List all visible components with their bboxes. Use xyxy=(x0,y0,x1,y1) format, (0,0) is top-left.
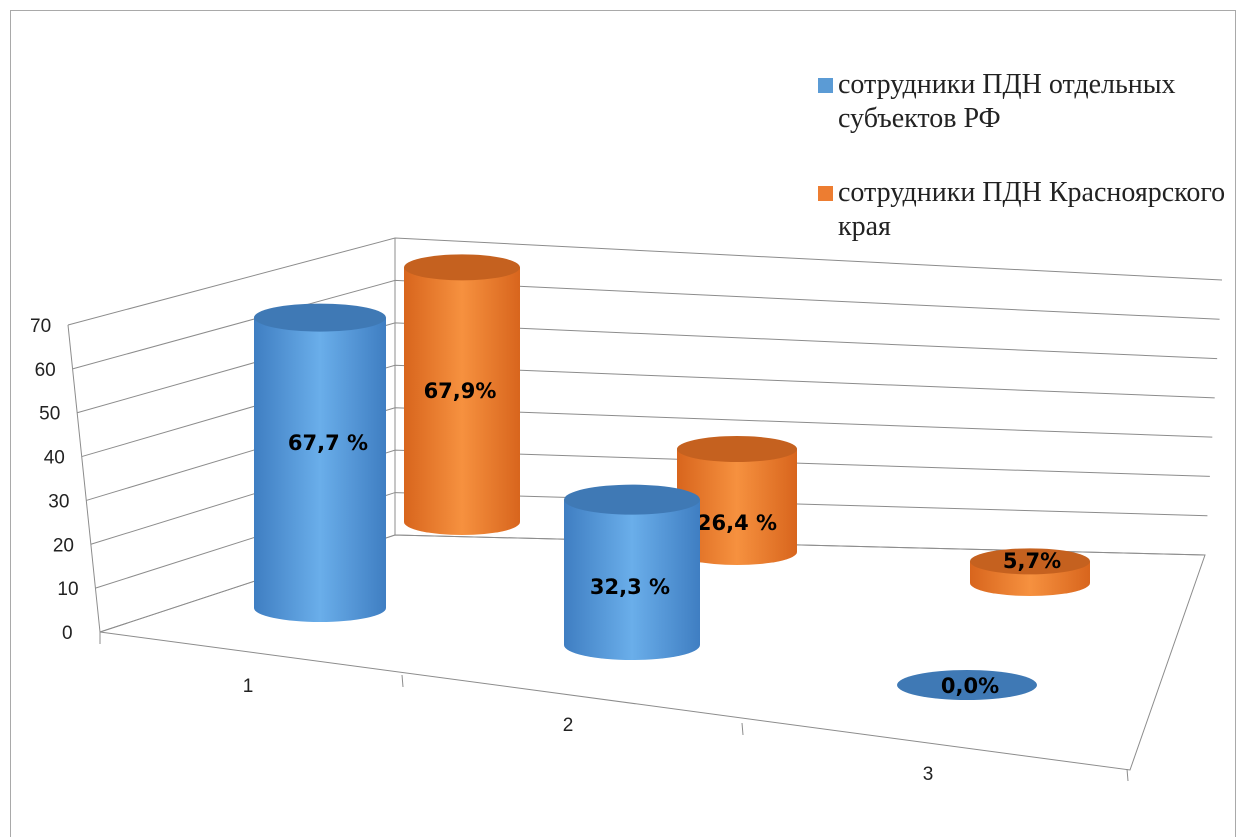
bars: 67,9% 67,7 % 26,4 % 32,3 % 5,7% 0,0% xyxy=(254,254,1090,700)
y-tick-label: 20 xyxy=(53,535,74,556)
y-tick-label: 0 xyxy=(62,623,73,644)
x-tick-mark xyxy=(401,674,404,688)
bar-series-2-cat-2: 26,4 % xyxy=(677,436,797,565)
chart-frame xyxy=(10,10,1236,837)
data-label: 32,3 % xyxy=(590,575,670,599)
data-label: 26,4 % xyxy=(697,511,777,535)
legend-label-series-2: сотрудники ПДН Красноярского края xyxy=(838,177,1226,242)
gridline xyxy=(72,279,1220,370)
data-label: 67,7 % xyxy=(288,431,368,455)
y-tick-label: 30 xyxy=(48,491,69,512)
y-tick-label: 10 xyxy=(57,579,78,600)
legend-label-series-1: сотрудники ПДН отдельных субъектов РФ xyxy=(838,69,1176,134)
data-label: 67,9% xyxy=(424,379,497,403)
legend: сотрудники ПДН отдельных субъектов РФ со… xyxy=(818,68,1228,284)
legend-item-series-1: сотрудники ПДН отдельных субъектов РФ xyxy=(818,68,1228,136)
x-tick-mark xyxy=(741,722,744,736)
bar-top xyxy=(970,548,1090,575)
bar-body xyxy=(254,317,386,622)
x-tick-mark xyxy=(1126,768,1129,782)
bar-series-2-cat-1: 67,9% xyxy=(404,254,520,535)
bar-body xyxy=(404,267,520,535)
y-tick-label: 50 xyxy=(39,404,60,425)
data-label: 0,0% xyxy=(941,674,999,698)
bar-top xyxy=(564,484,700,515)
bar-body xyxy=(677,449,797,565)
bar-top xyxy=(677,436,797,463)
bar-top xyxy=(897,670,1037,700)
bar-series-1-cat-1: 67,7 % xyxy=(254,303,386,622)
bar-series-2-cat-3: 5,7% xyxy=(970,548,1090,596)
x-tick-label: 1 xyxy=(243,676,254,697)
x-axis: 1 2 3 xyxy=(99,632,1129,785)
x-tick-label: 3 xyxy=(923,764,934,785)
bar-top xyxy=(404,254,520,281)
bar-top xyxy=(254,303,386,332)
y-tick-label: 60 xyxy=(35,360,56,381)
bar-series-1-cat-3: 0,0% xyxy=(897,670,1037,700)
gridline xyxy=(81,364,1215,458)
gridline xyxy=(77,322,1218,414)
data-label: 5,7% xyxy=(1003,549,1061,573)
y-tick-label: 40 xyxy=(44,448,65,469)
bar-body xyxy=(564,499,700,660)
x-tick-label: 2 xyxy=(563,715,574,736)
y-axis: 0 10 20 30 40 50 60 70 xyxy=(30,316,79,644)
legend-swatch-orange xyxy=(818,186,833,201)
bar-series-1-cat-2: 32,3 % xyxy=(564,484,700,660)
legend-swatch-blue xyxy=(818,78,833,93)
y-tick-label: 70 xyxy=(30,316,51,337)
legend-item-series-2: сотрудники ПДН Красноярского края xyxy=(818,176,1228,244)
axis-edge xyxy=(67,324,101,633)
